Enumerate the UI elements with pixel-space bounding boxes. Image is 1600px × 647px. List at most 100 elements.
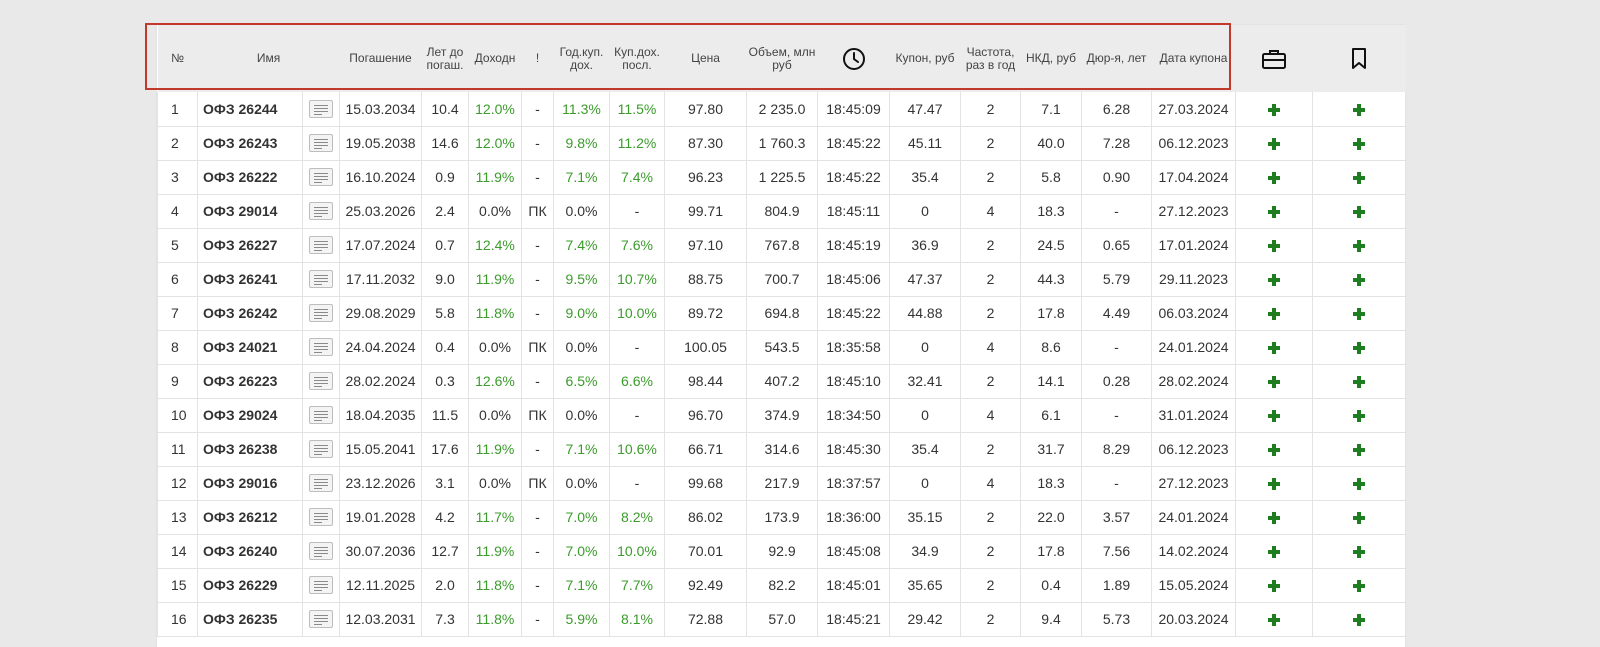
add-to-portfolio-button[interactable] [1268,240,1280,253]
bond-name[interactable]: ОФЗ 26244 [197,92,303,127]
add-to-portfolio-button-cell [1235,533,1313,569]
add-to-favorites-button[interactable] [1353,172,1365,185]
add-to-portfolio-button[interactable] [1268,444,1280,457]
add-to-portfolio-button[interactable] [1268,206,1280,219]
cell-num: 8 [157,329,198,365]
bond-name[interactable]: ОФЗ 26235 [197,601,303,637]
add-to-favorites-button[interactable] [1353,104,1365,117]
bond-name[interactable]: ОФЗ 29016 [197,465,303,501]
cell-annual-coupon: 5.9% [553,601,610,637]
header-coupon-date[interactable]: Дата купона [1151,25,1236,92]
add-to-portfolio-button[interactable] [1268,512,1280,525]
document-icon[interactable] [309,99,333,118]
add-to-favorites-button[interactable] [1353,410,1365,423]
header-name[interactable]: Имя [197,25,340,92]
header-favorite[interactable] [1312,25,1406,92]
document-icon[interactable] [309,542,333,561]
header-frequency[interactable]: Частота, раз в год [960,25,1021,92]
cell-yield: 11.9% [468,533,522,569]
header-price[interactable]: Цена [664,25,747,92]
document-icon[interactable] [309,304,333,323]
cell-duration: 0.90 [1081,159,1152,195]
bond-name[interactable]: ОФЗ 26242 [197,295,303,331]
header-annual-coupon[interactable]: Год.куп. дох. [553,25,610,92]
header-row: № Имя Погашение Лет до погаш. Доходн ! Г… [157,25,1406,92]
header-coupon-last[interactable]: Куп.дох. посл. [609,25,665,92]
add-to-favorites-button[interactable] [1353,342,1365,355]
add-to-favorites-button[interactable] [1353,376,1365,389]
document-icon[interactable] [309,508,333,527]
cell-flag: - [521,159,554,195]
bond-name[interactable]: ОФЗ 24021 [197,329,303,365]
header-coupon-rub[interactable]: Купон, руб [889,25,961,92]
document-icon[interactable] [309,474,333,493]
bond-name[interactable]: ОФЗ 29024 [197,397,303,433]
add-to-favorites-button[interactable] [1353,138,1365,151]
add-to-portfolio-button[interactable] [1268,546,1280,559]
document-icon[interactable] [309,406,333,425]
cell-time: 18:45:30 [817,431,890,467]
description-cell [302,159,340,195]
add-to-portfolio-button[interactable] [1268,410,1280,423]
cell-coupon-date: 28.02.2024 [1151,363,1236,399]
bond-name[interactable]: ОФЗ 26240 [197,533,303,569]
add-to-favorites-button[interactable] [1353,308,1365,321]
document-icon[interactable] [309,440,333,459]
bond-name[interactable]: ОФЗ 29014 [197,193,303,229]
header-duration[interactable]: Дюр-я, лет [1081,25,1152,92]
header-time[interactable] [817,25,890,92]
header-maturity[interactable]: Погашение [339,25,422,92]
bond-name[interactable]: ОФЗ 26227 [197,227,303,263]
add-to-portfolio-button[interactable] [1268,376,1280,389]
add-to-portfolio-button[interactable] [1268,478,1280,491]
header-nkd[interactable]: НКД, руб [1020,25,1082,92]
bond-name[interactable]: ОФЗ 26243 [197,125,303,161]
cell-frequency: 2 [960,92,1021,127]
add-to-favorites-button[interactable] [1353,512,1365,525]
header-num[interactable]: № [157,25,198,92]
document-icon[interactable] [309,134,333,153]
document-icon[interactable] [309,236,333,255]
add-to-portfolio-button[interactable] [1268,342,1280,355]
add-to-portfolio-button[interactable] [1268,580,1280,593]
cell-coupon-rub: 44.88 [889,295,961,331]
bond-name[interactable]: ОФЗ 26238 [197,431,303,467]
add-to-portfolio-button[interactable] [1268,274,1280,287]
bond-name[interactable]: ОФЗ 26212 [197,499,303,535]
add-to-favorites-button[interactable] [1353,274,1365,287]
bond-name[interactable]: ОФЗ 26222 [197,159,303,195]
cell-maturity: 24.04.2024 [339,329,422,365]
add-to-favorites-button[interactable] [1353,580,1365,593]
add-to-portfolio-button[interactable] [1268,138,1280,151]
add-to-favorites-button[interactable] [1353,546,1365,559]
bond-name[interactable]: ОФЗ 26241 [197,261,303,297]
document-icon[interactable] [309,576,333,595]
add-to-favorites-button[interactable] [1353,614,1365,627]
header-volume[interactable]: Объем, млн руб [746,25,818,92]
add-to-favorites-button[interactable] [1353,444,1365,457]
header-yield[interactable]: Доходн [468,25,522,92]
document-icon[interactable] [309,202,333,221]
document-icon[interactable] [309,338,333,357]
header-portfolio[interactable] [1235,25,1313,92]
header-flag[interactable]: ! [521,25,554,92]
document-icon[interactable] [309,610,333,629]
header-years[interactable]: Лет до погаш. [421,25,469,92]
cell-frequency: 2 [960,533,1021,569]
bond-name[interactable]: ОФЗ 26229 [197,567,303,603]
cell-num: 14 [157,533,198,569]
cell-price: 89.72 [664,295,747,331]
document-icon[interactable] [309,372,333,391]
cell-duration: 6.28 [1081,92,1152,127]
document-icon[interactable] [309,270,333,289]
cell-coupon-last: - [609,465,665,501]
document-icon[interactable] [309,168,333,187]
add-to-portfolio-button[interactable] [1268,614,1280,627]
add-to-portfolio-button[interactable] [1268,308,1280,321]
add-to-favorites-button[interactable] [1353,240,1365,253]
add-to-portfolio-button[interactable] [1268,172,1280,185]
bond-name[interactable]: ОФЗ 26223 [197,363,303,399]
add-to-portfolio-button[interactable] [1268,104,1280,117]
add-to-favorites-button[interactable] [1353,478,1365,491]
add-to-favorites-button[interactable] [1353,206,1365,219]
